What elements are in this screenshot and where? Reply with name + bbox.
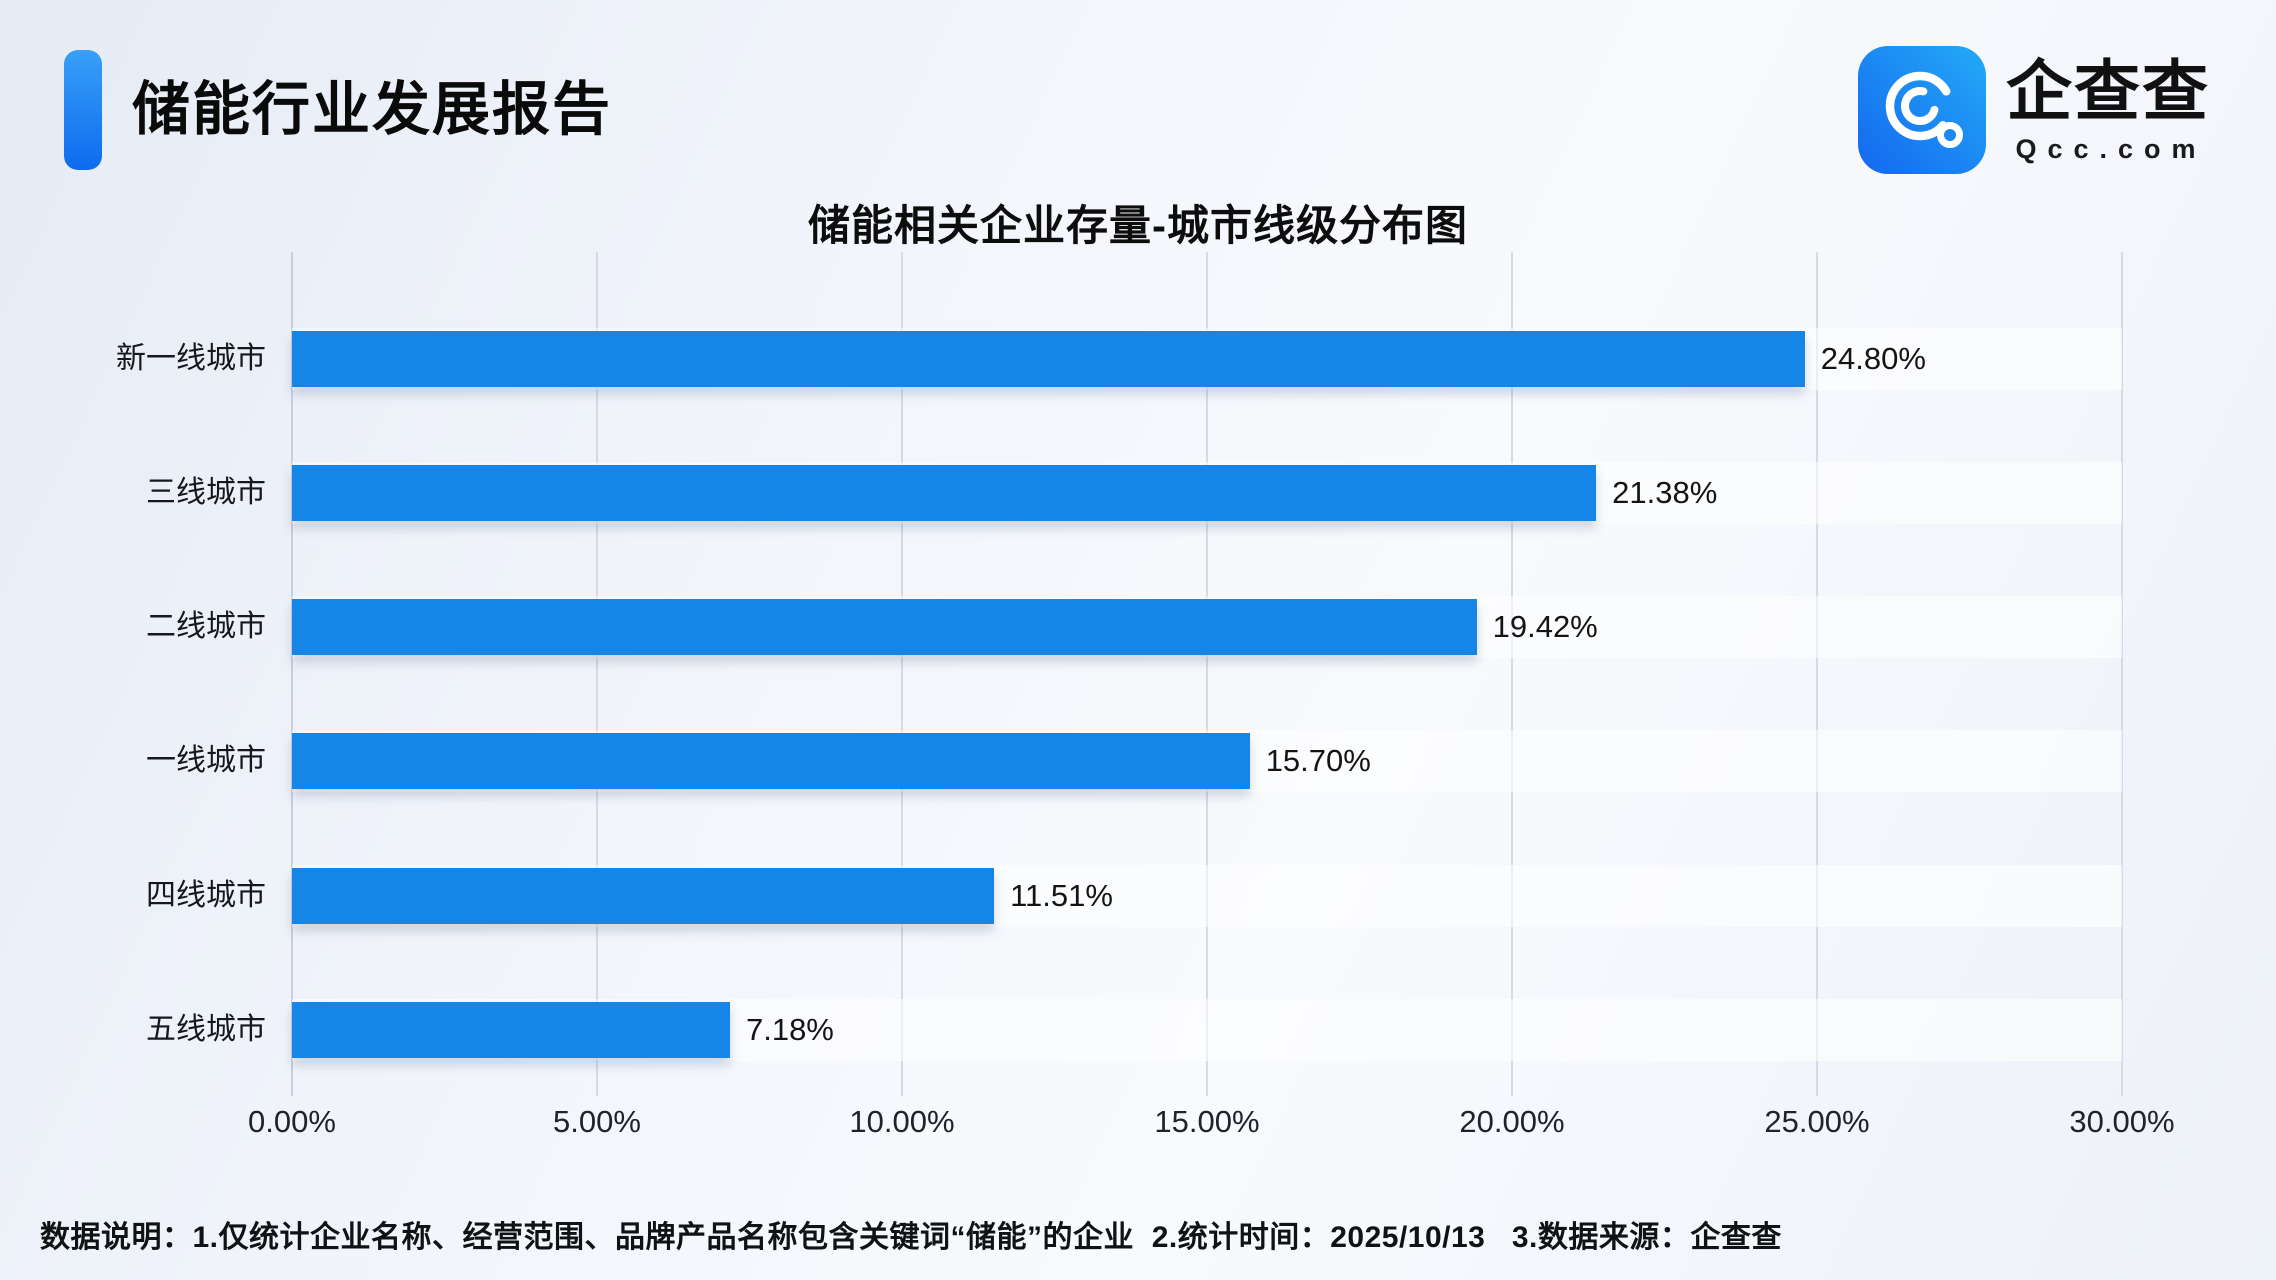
qcc-logo-text: 企查查 Qcc.com	[2006, 55, 2210, 165]
x-axis: 0.00% 5.00% 10.00% 15.00% 20.00% 25.00% …	[248, 1104, 2175, 1144]
category-label: 五线城市	[146, 1013, 266, 1046]
brand-name: 企查查	[2006, 54, 2210, 129]
bar-row-tier3: 三线城市 21.38%	[146, 462, 2122, 524]
bar-chart-plot: 新一线城市 24.80% 三线城市 21.38% 二线城市 19.42% 一线城…	[116, 252, 2123, 1096]
gridline-20	[1511, 252, 1513, 1096]
bar-row-tier4: 四线城市 11.51%	[146, 865, 2122, 927]
x-tick-label: 15.00%	[1154, 1104, 1260, 1139]
x-tick-label: 20.00%	[1459, 1104, 1565, 1139]
bar-value-label: 7.18%	[745, 1012, 834, 1047]
bar-value-label: 15.70%	[1265, 743, 1371, 778]
bar-value-label: 11.51%	[1010, 878, 1113, 913]
category-label: 二线城市	[146, 610, 266, 643]
gridline-25	[1815, 252, 1818, 1096]
page-title: 储能行业发展报告	[132, 77, 613, 142]
bar-value-label: 21.38%	[1612, 475, 1718, 510]
bar-tier3	[292, 465, 1597, 521]
data-source-note: 数据说明：1.仅统计企业名称、经营范围、品牌产品名称包含关键词“储能”的企业 2…	[40, 1221, 1782, 1254]
category-label: 一线城市	[146, 744, 266, 777]
bar-tier4	[292, 868, 995, 924]
x-tick-label: 5.00%	[553, 1104, 641, 1139]
category-label: 新一线城市	[116, 342, 266, 375]
gridline-30	[2121, 252, 2123, 1096]
header-accent-bar	[64, 50, 102, 170]
bar-tier2	[292, 599, 1477, 655]
gridline-10	[900, 252, 903, 1096]
gridline-0	[291, 252, 293, 1096]
x-tick-label: 10.00%	[849, 1104, 955, 1139]
x-tick-label: 30.00%	[2069, 1104, 2175, 1139]
bar-value-label: 19.42%	[1492, 609, 1598, 644]
bar-row-new-tier1: 新一线城市 24.80%	[116, 328, 2122, 390]
gridline-15	[1206, 252, 1208, 1096]
bar-value-label: 24.80%	[1820, 341, 1926, 376]
qcc-magnifier-icon	[1858, 46, 1986, 174]
category-label: 四线城市	[146, 879, 266, 912]
bar-row-tier1: 一线城市 15.70%	[146, 730, 2122, 792]
x-tick-label: 0.00%	[248, 1104, 336, 1139]
bar-row-tier2: 二线城市 19.42%	[146, 596, 2122, 658]
bar-row-tier5: 五线城市 7.18%	[146, 999, 2122, 1061]
category-label: 三线城市	[146, 476, 266, 509]
qcc-logo: 企查查 Qcc.com	[1858, 46, 2210, 174]
bar-tier5	[292, 1002, 730, 1058]
brand-domain: Qcc.com	[2015, 133, 2207, 164]
gridline-5	[596, 252, 598, 1096]
chart-title: 储能相关企业存量-城市线级分布图	[808, 202, 1468, 249]
bar-tier1	[292, 733, 1250, 789]
x-tick-label: 25.00%	[1764, 1104, 1870, 1139]
bar-new-tier1	[292, 331, 1805, 387]
